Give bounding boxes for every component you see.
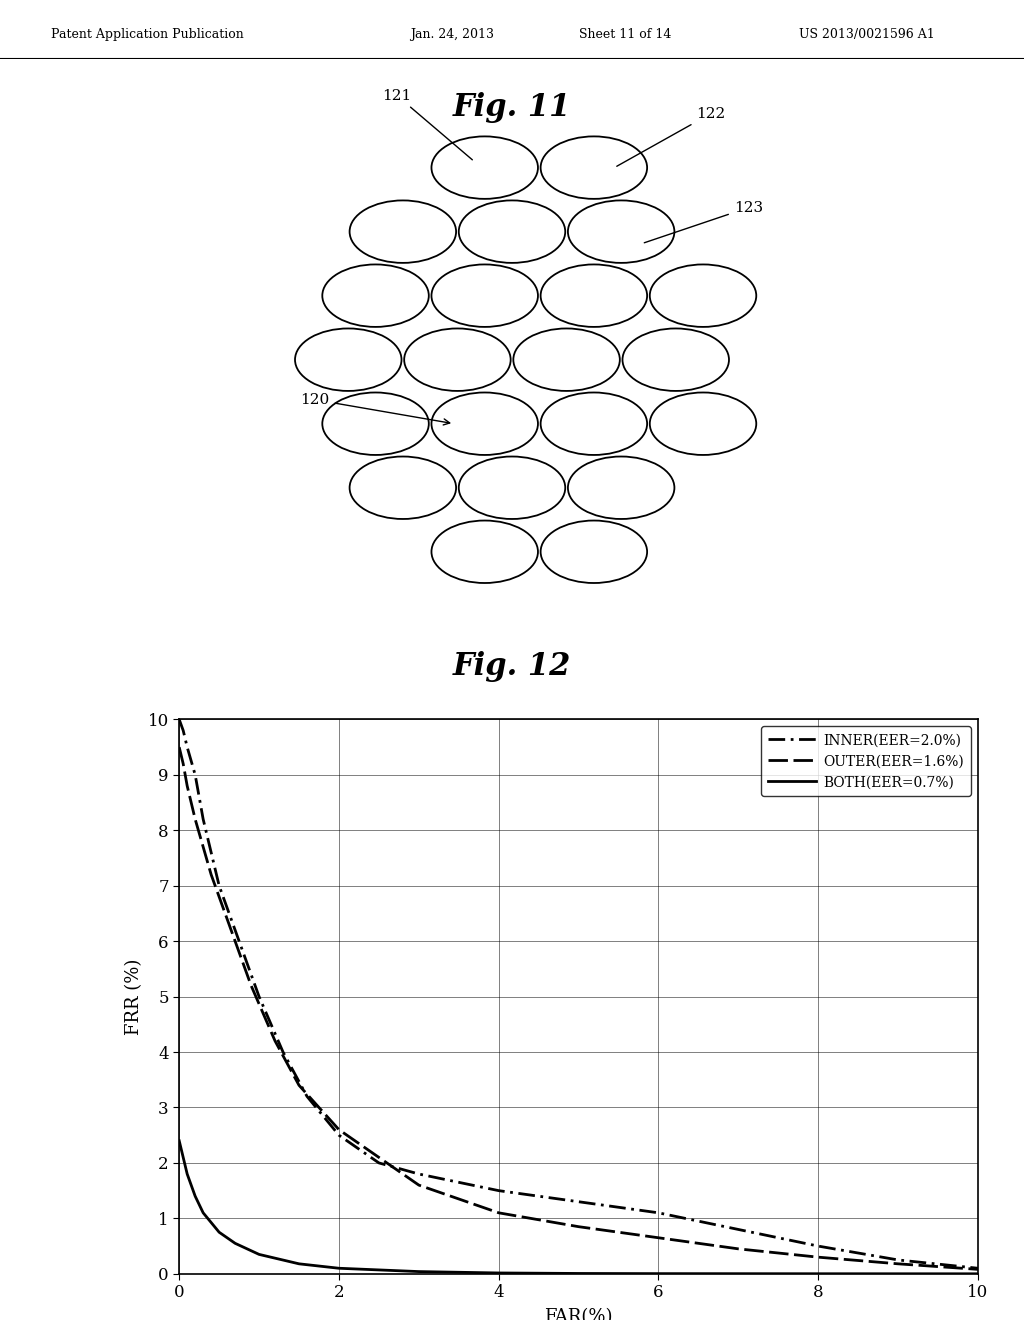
Ellipse shape: [431, 392, 538, 455]
OUTER(EER=1.6%): [972, 1262, 984, 1278]
Text: Fig. 11: Fig. 11: [453, 92, 571, 123]
INNER(EER=2.0%): [253, 989, 265, 1005]
INNER(EER=2.0%): [229, 923, 242, 939]
BOTH(EER=0.7%): [333, 1261, 345, 1276]
INNER(EER=2.0%): [213, 878, 225, 894]
Line: OUTER(EER=1.6%): OUTER(EER=1.6%): [179, 747, 978, 1270]
X-axis label: FAR(%): FAR(%): [545, 1308, 612, 1320]
BOTH(EER=0.7%): [229, 1236, 242, 1251]
Ellipse shape: [541, 520, 647, 583]
INNER(EER=2.0%): [189, 767, 202, 783]
OUTER(EER=1.6%): [173, 739, 185, 755]
BOTH(EER=0.7%): [892, 1266, 904, 1282]
BOTH(EER=0.7%): [732, 1266, 744, 1282]
INNER(EER=2.0%): [373, 1155, 385, 1171]
Ellipse shape: [541, 136, 647, 199]
Ellipse shape: [541, 264, 647, 327]
INNER(EER=2.0%): [181, 739, 194, 755]
Line: INNER(EER=2.0%): INNER(EER=2.0%): [179, 719, 978, 1269]
INNER(EER=2.0%): [301, 1089, 313, 1105]
OUTER(EER=1.6%): [732, 1241, 744, 1257]
BOTH(EER=0.7%): [972, 1266, 984, 1282]
OUTER(EER=1.6%): [245, 978, 257, 994]
Ellipse shape: [349, 201, 456, 263]
INNER(EER=2.0%): [812, 1238, 824, 1254]
OUTER(EER=1.6%): [221, 911, 233, 927]
BOTH(EER=0.7%): [213, 1225, 225, 1241]
OUTER(EER=1.6%): [205, 867, 217, 883]
Ellipse shape: [404, 329, 511, 391]
BOTH(EER=0.7%): [181, 1166, 194, 1181]
Ellipse shape: [459, 201, 565, 263]
OUTER(EER=1.6%): [572, 1218, 585, 1234]
OUTER(EER=1.6%): [493, 1205, 505, 1221]
Ellipse shape: [513, 329, 620, 391]
OUTER(EER=1.6%): [269, 1034, 282, 1049]
Ellipse shape: [568, 201, 675, 263]
INNER(EER=2.0%): [732, 1221, 744, 1237]
Legend: INNER(EER=2.0%), OUTER(EER=1.6%), BOTH(EER=0.7%): INNER(EER=2.0%), OUTER(EER=1.6%), BOTH(E…: [761, 726, 971, 796]
Y-axis label: FRR (%): FRR (%): [125, 958, 143, 1035]
INNER(EER=2.0%): [173, 711, 185, 727]
INNER(EER=2.0%): [276, 1044, 289, 1060]
BOTH(EER=0.7%): [493, 1265, 505, 1280]
BOTH(EER=0.7%): [293, 1255, 305, 1271]
Text: Jan. 24, 2013: Jan. 24, 2013: [410, 28, 494, 41]
OUTER(EER=1.6%): [652, 1230, 665, 1246]
Text: 122: 122: [616, 107, 726, 166]
BOTH(EER=0.7%): [812, 1266, 824, 1282]
Line: BOTH(EER=0.7%): BOTH(EER=0.7%): [179, 1140, 978, 1274]
BOTH(EER=0.7%): [253, 1246, 265, 1262]
Ellipse shape: [650, 264, 757, 327]
INNER(EER=2.0%): [413, 1166, 425, 1181]
OUTER(EER=1.6%): [181, 777, 194, 793]
Ellipse shape: [459, 457, 565, 519]
OUTER(EER=1.6%): [333, 1122, 345, 1138]
OUTER(EER=1.6%): [812, 1249, 824, 1265]
INNER(EER=2.0%): [333, 1127, 345, 1143]
BOTH(EER=0.7%): [572, 1266, 585, 1282]
BOTH(EER=0.7%): [197, 1205, 209, 1221]
INNER(EER=2.0%): [177, 722, 189, 738]
BOTH(EER=0.7%): [173, 1133, 185, 1148]
INNER(EER=2.0%): [197, 812, 209, 828]
Ellipse shape: [431, 520, 538, 583]
Text: 120: 120: [300, 392, 450, 425]
Text: Sheet 11 of 14: Sheet 11 of 14: [579, 28, 671, 41]
OUTER(EER=1.6%): [177, 756, 189, 772]
INNER(EER=2.0%): [892, 1251, 904, 1267]
Ellipse shape: [323, 392, 429, 455]
INNER(EER=2.0%): [652, 1205, 665, 1221]
BOTH(EER=0.7%): [189, 1188, 202, 1204]
Ellipse shape: [568, 457, 675, 519]
OUTER(EER=1.6%): [293, 1077, 305, 1093]
Text: US 2013/0021596 A1: US 2013/0021596 A1: [799, 28, 935, 41]
OUTER(EER=1.6%): [189, 812, 202, 828]
Ellipse shape: [295, 329, 401, 391]
BOTH(EER=0.7%): [652, 1266, 665, 1282]
Ellipse shape: [431, 264, 538, 327]
Text: Fig. 12: Fig. 12: [453, 651, 571, 682]
INNER(EER=2.0%): [572, 1193, 585, 1209]
Text: Patent Application Publication: Patent Application Publication: [51, 28, 244, 41]
Text: 121: 121: [382, 88, 472, 160]
BOTH(EER=0.7%): [413, 1263, 425, 1279]
Ellipse shape: [323, 264, 429, 327]
Ellipse shape: [349, 457, 456, 519]
Ellipse shape: [650, 392, 757, 455]
OUTER(EER=1.6%): [373, 1150, 385, 1166]
INNER(EER=2.0%): [493, 1183, 505, 1199]
OUTER(EER=1.6%): [413, 1177, 425, 1193]
Ellipse shape: [431, 136, 538, 199]
Ellipse shape: [541, 392, 647, 455]
Text: 123: 123: [644, 201, 763, 243]
INNER(EER=2.0%): [972, 1261, 984, 1276]
OUTER(EER=1.6%): [892, 1255, 904, 1271]
BOTH(EER=0.7%): [177, 1150, 189, 1166]
Ellipse shape: [623, 329, 729, 391]
